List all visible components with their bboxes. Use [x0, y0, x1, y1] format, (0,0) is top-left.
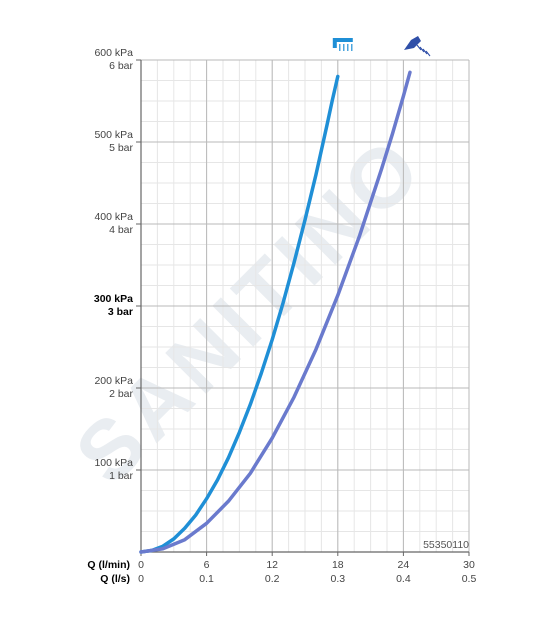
legend-icons — [332, 36, 431, 57]
y-tick-label-kpa: 600 kPa — [94, 47, 133, 59]
x-tick-label-ls: 0 — [138, 573, 144, 585]
x-tick-label-ls: 0.1 — [199, 573, 214, 585]
x-tick-label-lmin: 24 — [398, 559, 410, 571]
x-tick-label-lmin: 6 — [204, 559, 210, 571]
y-tick-label-bar: 4 bar — [109, 224, 133, 236]
y-tick-label-bar: 5 bar — [109, 142, 133, 154]
series-layer — [139, 70, 412, 554]
y-tick-label-bar: 3 bar — [108, 306, 133, 318]
y-tick-label-kpa: 200 kPa — [94, 375, 133, 387]
x-tick-label-ls: 0.5 — [462, 573, 477, 585]
x-tick-label-ls: 0.4 — [396, 573, 411, 585]
series-line-1 — [139, 74, 340, 554]
series-line-2 — [139, 70, 412, 554]
y-tick-label-bar: 2 bar — [109, 388, 133, 400]
y-tick-label-bar: 6 bar — [109, 60, 133, 72]
x-tick-label-lmin: 30 — [463, 559, 475, 571]
y-tick-label-kpa: 400 kPa — [94, 211, 133, 223]
x-tick-label-ls: 0.2 — [265, 573, 280, 585]
x-axis-title-ls: Q (l/s) — [100, 573, 130, 585]
y-tick-label-bar: 1 bar — [109, 470, 133, 482]
x-axis-title-lmin: Q (l/min) — [87, 559, 130, 571]
overhead-shower-icon — [404, 36, 431, 57]
x-tick-label-lmin: 0 — [138, 559, 144, 571]
y-tick-label-kpa: 300 kPa — [94, 293, 133, 305]
y-tick-label-kpa: 500 kPa — [94, 129, 133, 141]
x-tick-label-ls: 0.3 — [330, 573, 345, 585]
x-tick-label-lmin: 18 — [332, 559, 344, 571]
hand-shower-icon — [332, 38, 353, 51]
x-axis-labels: 0 0 6 0.1 12 0.2 18 0.3 24 0.4 30 0.5 — [138, 559, 476, 585]
y-tick-label-kpa: 100 kPa — [94, 457, 133, 469]
x-tick-label-lmin: 12 — [266, 559, 278, 571]
product-code: 55350110 — [423, 539, 469, 551]
